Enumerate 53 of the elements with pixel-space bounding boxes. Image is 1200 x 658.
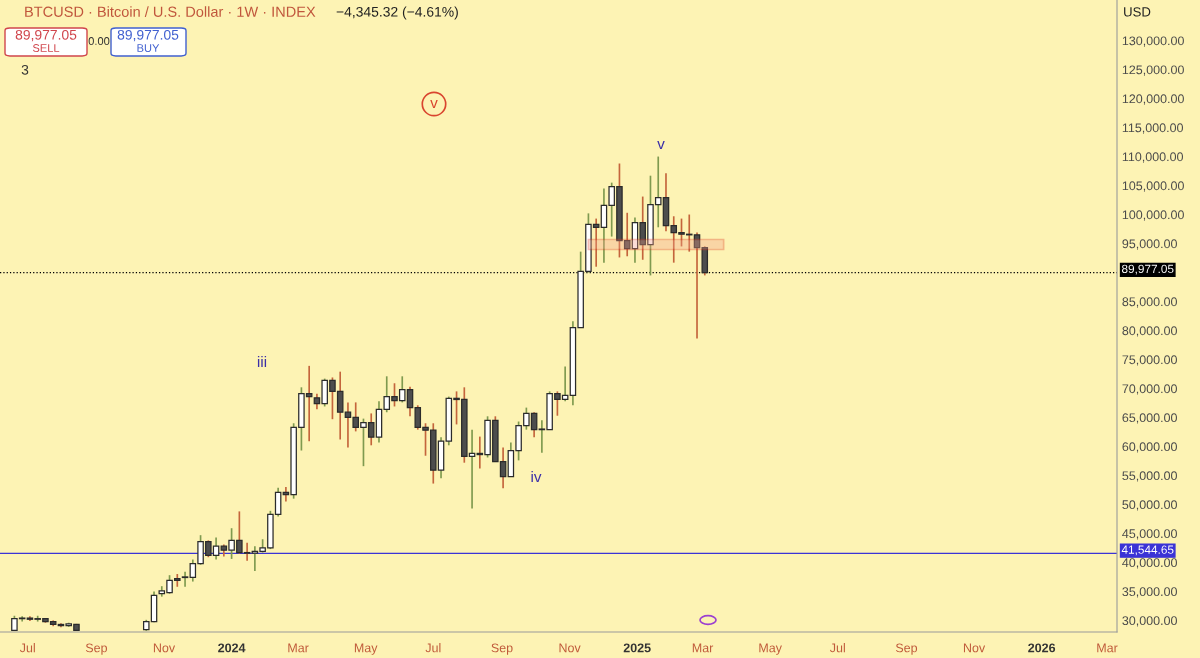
- x-tick-label: May: [759, 643, 782, 655]
- x-tick-label: Mar: [1097, 643, 1118, 653]
- y-tick-label: 60,000.00: [1122, 442, 1177, 453]
- y-tick-label: 110,000.00: [1122, 152, 1184, 163]
- ref-line-label: 89,977.05: [1121, 264, 1174, 275]
- y-tick-label: 55,000.00: [1122, 471, 1177, 482]
- annotation: 3: [21, 64, 29, 75]
- x-tick-label: 2025: [623, 643, 651, 653]
- annotation: 0.00: [88, 37, 110, 45]
- y-tick-label: 45,000.00: [1122, 529, 1177, 540]
- annotation: 89,977.05: [15, 29, 77, 42]
- annotation: v: [657, 140, 665, 149]
- chart-subtitle: −4,345.32 (−4.61%): [336, 6, 458, 20]
- y-tick-label: 85,000.00: [1122, 297, 1177, 308]
- text: USD: [1124, 7, 1151, 17]
- annotation: BUY: [137, 44, 160, 52]
- x-tick-label: 2024: [218, 643, 246, 653]
- y-tick-label: 70,000.00: [1122, 384, 1177, 395]
- x-tick-label: May: [354, 643, 378, 655]
- x-tick-label: 2026: [1028, 643, 1056, 653]
- y-tick-label: 115,000.00: [1122, 123, 1184, 134]
- y-tick-label: 100,000.00: [1122, 210, 1184, 221]
- y-tick-label: 50,000.00: [1122, 500, 1177, 511]
- y-tick-label: 130,000.00: [1122, 36, 1184, 47]
- x-tick-label: Mar: [692, 643, 714, 653]
- x-tick-label: Nov: [963, 643, 986, 653]
- y-tick-label: 35,000.00: [1122, 587, 1177, 598]
- annotation: v: [430, 99, 438, 108]
- x-tick-label: Jul: [829, 643, 845, 653]
- y-tick-label: 95,000.00: [1122, 239, 1177, 250]
- x-tick-label: Mar: [288, 643, 309, 653]
- x-tick-label: Nov: [153, 643, 176, 653]
- annotation: iv: [531, 470, 542, 482]
- x-tick-label: Sep: [491, 643, 513, 655]
- y-tick-label: 80,000.00: [1122, 326, 1177, 337]
- x-tick-label: Jul: [425, 643, 441, 653]
- y-tick-label: 40,000.00: [1122, 558, 1177, 569]
- y-tick-label: 75,000.00: [1122, 355, 1177, 366]
- x-tick-label: Sep: [85, 643, 107, 655]
- y-tick-label: 125,000.00: [1122, 65, 1184, 76]
- annotation: iii: [257, 355, 267, 367]
- x-tick-label: Jul: [19, 643, 35, 653]
- chart-title: BTCUSD · Bitcoin / U.S. Dollar · 1W · INDEX: [25, 6, 316, 17]
- x-tick-label: Sep: [895, 643, 918, 655]
- annotation: 89,977.05: [117, 29, 179, 42]
- x-tick-label: Nov: [559, 643, 581, 653]
- y-tick-label: 65,000.00: [1122, 413, 1177, 424]
- annotation: SELL: [32, 44, 60, 52]
- y-tick-label: 120,000.00: [1122, 94, 1184, 105]
- candlestick: [181, 570, 189, 588]
- y-tick-label: 30,000.00: [1122, 616, 1177, 627]
- ref-line-label: 41,544.65: [1121, 545, 1174, 556]
- y-tick-label: 105,000.00: [1122, 181, 1184, 192]
